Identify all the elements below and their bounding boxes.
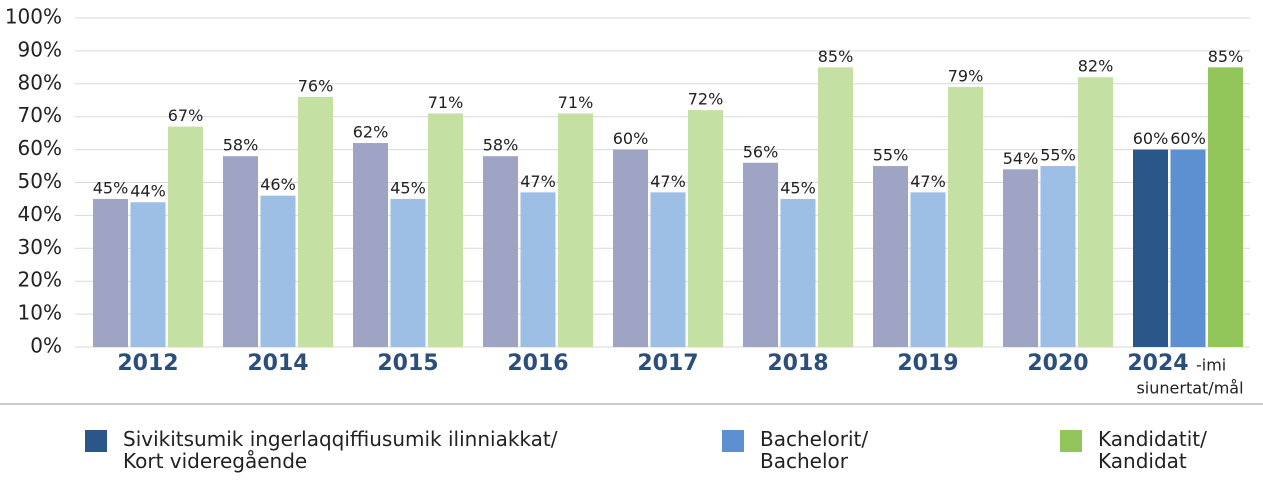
bar	[1133, 149, 1168, 347]
bar	[780, 198, 816, 347]
bar	[650, 192, 686, 347]
value-label: 45%	[780, 178, 816, 197]
value-label: 58%	[483, 136, 519, 155]
bar	[1078, 77, 1113, 347]
bar	[688, 110, 723, 348]
value-label: 55%	[873, 146, 909, 165]
y-tick-label: 80%	[18, 70, 62, 94]
annotation: -imi	[1196, 356, 1226, 375]
value-label: 47%	[910, 172, 946, 191]
y-tick-label: 20%	[18, 268, 62, 292]
value-label: 54%	[1003, 149, 1039, 168]
x-tick-label: 2016	[507, 351, 568, 376]
x-tick-label: 2017	[637, 351, 698, 376]
x-tick-label: 2020	[1027, 351, 1088, 376]
value-label: 58%	[223, 136, 259, 155]
y-tick-label: 50%	[18, 169, 62, 193]
bar	[428, 113, 463, 347]
legend-label: Bachelorit/ Bachelor	[760, 427, 869, 473]
bar	[613, 149, 648, 347]
x-tick-label: 2019	[897, 351, 958, 376]
y-tick-label: 30%	[18, 235, 62, 259]
annotation: siunertat/mål	[1136, 379, 1243, 398]
bar	[168, 126, 203, 347]
bar	[873, 166, 908, 347]
bar	[818, 67, 853, 347]
value-label: 60%	[613, 129, 649, 148]
legend-label: Kandidatit/ Kandidat	[1098, 427, 1207, 473]
value-label: 56%	[743, 142, 779, 161]
legend-swatch	[722, 430, 744, 452]
bar	[390, 198, 426, 347]
bar	[223, 156, 258, 347]
x-tick-label: 2015	[377, 351, 438, 376]
value-label: 45%	[390, 178, 426, 197]
x-tick-label: 2024	[1127, 351, 1188, 376]
value-label: 44%	[130, 182, 166, 201]
bar	[948, 87, 983, 347]
value-label: 62%	[353, 123, 389, 142]
value-label: 55%	[1040, 146, 1076, 165]
legend-item: Kandidatit/ Kandidat	[1060, 428, 1207, 472]
value-label: 79%	[948, 67, 984, 86]
bar	[93, 198, 128, 347]
bar	[1170, 149, 1206, 347]
bar	[483, 156, 518, 347]
bar	[520, 192, 556, 347]
x-tick-label: 2018	[767, 351, 828, 376]
y-tick-label: 40%	[18, 202, 62, 226]
bar	[743, 162, 778, 347]
value-label: 72%	[688, 90, 724, 109]
y-tick-label: 10%	[18, 301, 62, 325]
value-label: 82%	[1078, 57, 1114, 76]
y-tick-label: 60%	[18, 136, 62, 160]
value-label: 60%	[1133, 129, 1169, 148]
bar	[1040, 166, 1076, 347]
bar	[130, 202, 166, 347]
legend-swatch	[85, 430, 107, 452]
bar	[558, 113, 593, 347]
value-label: 76%	[298, 76, 334, 95]
legend-swatch	[1060, 430, 1082, 452]
x-tick-label: 2012	[117, 351, 178, 376]
bar	[298, 96, 333, 348]
value-label: 71%	[428, 93, 464, 112]
bar	[260, 195, 296, 347]
bar	[910, 192, 946, 347]
y-tick-label: 90%	[18, 37, 62, 61]
value-label: 47%	[650, 172, 686, 191]
value-label: 85%	[818, 47, 854, 66]
y-tick-label: 100%	[5, 5, 62, 29]
value-label: 45%	[93, 178, 129, 197]
x-tick-label: 2014	[247, 351, 308, 376]
legend-label: Sivikitsumik ingerlaqqiffiusumik ilinnia…	[123, 427, 558, 473]
y-tick-label: 0%	[30, 334, 62, 358]
legend-item: Sivikitsumik ingerlaqqiffiusumik ilinnia…	[85, 428, 557, 472]
bar	[1208, 67, 1243, 347]
bar	[1003, 169, 1038, 347]
value-label: 46%	[260, 175, 296, 194]
y-tick-label: 70%	[18, 103, 62, 127]
value-label: 47%	[520, 172, 556, 191]
value-label: 67%	[168, 106, 204, 125]
value-label: 85%	[1208, 47, 1244, 66]
bar	[353, 143, 388, 347]
value-label: 71%	[558, 93, 594, 112]
value-label: 60%	[1170, 129, 1206, 148]
legend-item: Bachelorit/ Bachelor	[722, 428, 868, 472]
